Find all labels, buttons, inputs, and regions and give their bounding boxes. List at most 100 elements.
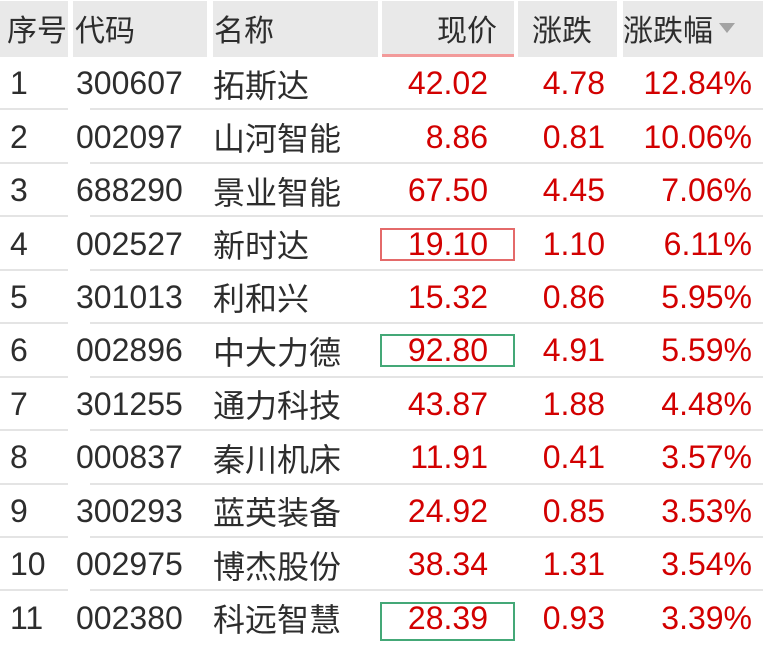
cell-pct-change: 3.54% xyxy=(661,546,752,583)
header-divider xyxy=(514,1,518,57)
column-header-pct-change[interactable]: 涨跌幅 xyxy=(623,1,763,57)
table-row[interactable]: 9 300293 蓝英装备 24.92 0.85 3.53% xyxy=(0,485,763,539)
header-divider xyxy=(378,1,382,57)
table-row[interactable]: 6 002896 中大力德 92.80 4.91 5.59% xyxy=(0,324,763,379)
cell-change: 0.81 xyxy=(542,118,605,155)
cell-stock-code: 002527 xyxy=(76,225,183,262)
cell-change: 1.10 xyxy=(542,225,605,262)
cell-index: 10 xyxy=(10,546,46,583)
cell-pct-change: 10.06% xyxy=(643,118,752,155)
cell-pct-change: 4.48% xyxy=(661,385,752,422)
price-value: 67.50 xyxy=(407,172,488,209)
column-header-pct-label: 涨跌幅 xyxy=(623,14,713,48)
cell-stock-name: 山河智能 xyxy=(213,121,342,158)
cell-change: 0.85 xyxy=(542,492,605,529)
cell-stock-code: 301255 xyxy=(76,385,183,422)
cell-current-price: 19.10 xyxy=(380,225,515,263)
cell-stock-name: 通力科技 xyxy=(213,388,342,425)
cell-change: 4.78 xyxy=(542,65,605,102)
cell-current-price: 43.87 xyxy=(382,386,514,423)
price-value: 28.39 xyxy=(407,599,488,636)
cell-pct-change: 5.59% xyxy=(661,332,752,369)
column-header-code[interactable]: 代码 xyxy=(73,1,207,57)
cell-stock-name: 科远智慧 xyxy=(213,602,342,639)
cell-stock-code: 002975 xyxy=(76,546,183,583)
price-value: 38.34 xyxy=(407,546,488,583)
column-header-index[interactable]: 序号 xyxy=(0,1,68,57)
price-value: 11.91 xyxy=(410,439,488,476)
table-row[interactable]: 1 300607 拓斯达 42.02 4.78 12.84% xyxy=(0,57,763,111)
cell-current-price: 28.39 xyxy=(380,599,515,641)
price-value: 19.10 xyxy=(407,225,488,262)
cell-change: 4.91 xyxy=(542,332,605,369)
cell-stock-code: 002896 xyxy=(76,332,183,369)
table-row[interactable]: 10 002975 博杰股份 38.34 1.31 3.54% xyxy=(0,538,763,592)
price-value: 43.87 xyxy=(407,385,488,422)
cell-stock-name: 秦川机床 xyxy=(213,441,342,478)
cell-change: 1.31 xyxy=(542,546,605,583)
cell-stock-code: 688290 xyxy=(76,172,183,209)
cell-index: 11 xyxy=(10,599,44,636)
cell-stock-name: 博杰股份 xyxy=(213,548,342,585)
cell-stock-code: 000837 xyxy=(76,439,183,476)
cell-pct-change: 3.53% xyxy=(661,492,752,529)
cell-stock-code: 301013 xyxy=(76,278,183,315)
cell-stock-name: 拓斯达 xyxy=(213,67,310,104)
cell-stock-name: 新时达 xyxy=(213,228,310,265)
cell-index: 9 xyxy=(10,492,28,529)
table-header: 序号 代码 名称 现价 涨跌 涨跌幅 xyxy=(0,0,763,57)
table-row[interactable]: 2 002097 山河智能 8.86 0.81 10.06% xyxy=(0,110,763,165)
cell-stock-code: 300607 xyxy=(76,65,183,102)
cell-pct-change: 3.57% xyxy=(661,439,752,476)
cell-index: 7 xyxy=(10,385,28,422)
header-divider xyxy=(68,1,73,57)
cell-current-price: 92.80 xyxy=(380,332,515,369)
cell-stock-name: 中大力德 xyxy=(213,334,342,371)
price-highlight-box xyxy=(380,334,515,368)
cell-stock-code: 300293 xyxy=(76,492,183,529)
table-row[interactable]: 4 002527 新时达 19.10 1.10 6.11% xyxy=(0,217,763,272)
cell-current-price: 38.34 xyxy=(382,546,514,583)
cell-current-price: 8.86 xyxy=(382,119,514,156)
cell-current-price: 42.02 xyxy=(382,65,514,102)
table-row[interactable]: 5 301013 利和兴 15.32 0.86 5.95% xyxy=(0,271,763,325)
cell-index: 8 xyxy=(10,439,28,476)
column-header-price[interactable]: 现价 xyxy=(382,1,514,57)
cell-index: 6 xyxy=(10,332,28,369)
table-row[interactable]: 7 301255 通力科技 43.87 1.88 4.48% xyxy=(0,378,763,432)
cell-index: 1 xyxy=(10,65,28,102)
column-header-change[interactable]: 涨跌 xyxy=(518,1,617,57)
cell-index: 2 xyxy=(10,118,28,155)
price-value: 15.32 xyxy=(407,278,488,315)
cell-stock-name: 景业智能 xyxy=(213,174,342,211)
cell-pct-change: 12.84% xyxy=(643,65,752,102)
cell-index: 4 xyxy=(10,225,28,262)
price-highlight-box xyxy=(380,601,515,641)
cell-current-price: 67.50 xyxy=(382,172,514,209)
table-row[interactable]: 3 688290 景业智能 67.50 4.45 7.06% xyxy=(0,164,763,218)
cell-stock-code: 002097 xyxy=(76,118,183,155)
cell-index: 5 xyxy=(10,278,28,315)
price-value: 8.86 xyxy=(425,118,488,155)
cell-change: 0.93 xyxy=(542,599,605,636)
header-divider xyxy=(617,1,623,57)
header-divider xyxy=(207,1,213,57)
cell-change: 0.86 xyxy=(542,278,605,315)
cell-current-price: 24.92 xyxy=(382,493,514,530)
cell-change: 0.41 xyxy=(542,439,605,476)
cell-change: 4.45 xyxy=(542,172,605,209)
cell-pct-change: 5.95% xyxy=(661,278,752,315)
table-row[interactable]: 11 002380 科远智慧 28.39 0.93 3.39% xyxy=(0,591,763,644)
cell-pct-change: 7.06% xyxy=(661,172,752,209)
column-header-name[interactable]: 名称 xyxy=(213,1,378,57)
cell-stock-code: 002380 xyxy=(76,599,183,636)
price-value: 24.92 xyxy=(407,492,488,529)
cell-stock-name: 利和兴 xyxy=(213,281,310,318)
cell-change: 1.88 xyxy=(542,385,605,422)
table-row[interactable]: 8 000837 秦川机床 11.91 0.41 3.57% xyxy=(0,431,763,485)
cell-current-price: 11.91 xyxy=(382,439,514,476)
table-body: 1 300607 拓斯达 42.02 4.78 12.84% 2 002097 … xyxy=(0,57,763,645)
price-value: 92.80 xyxy=(407,332,488,369)
price-highlight-box xyxy=(380,227,515,261)
